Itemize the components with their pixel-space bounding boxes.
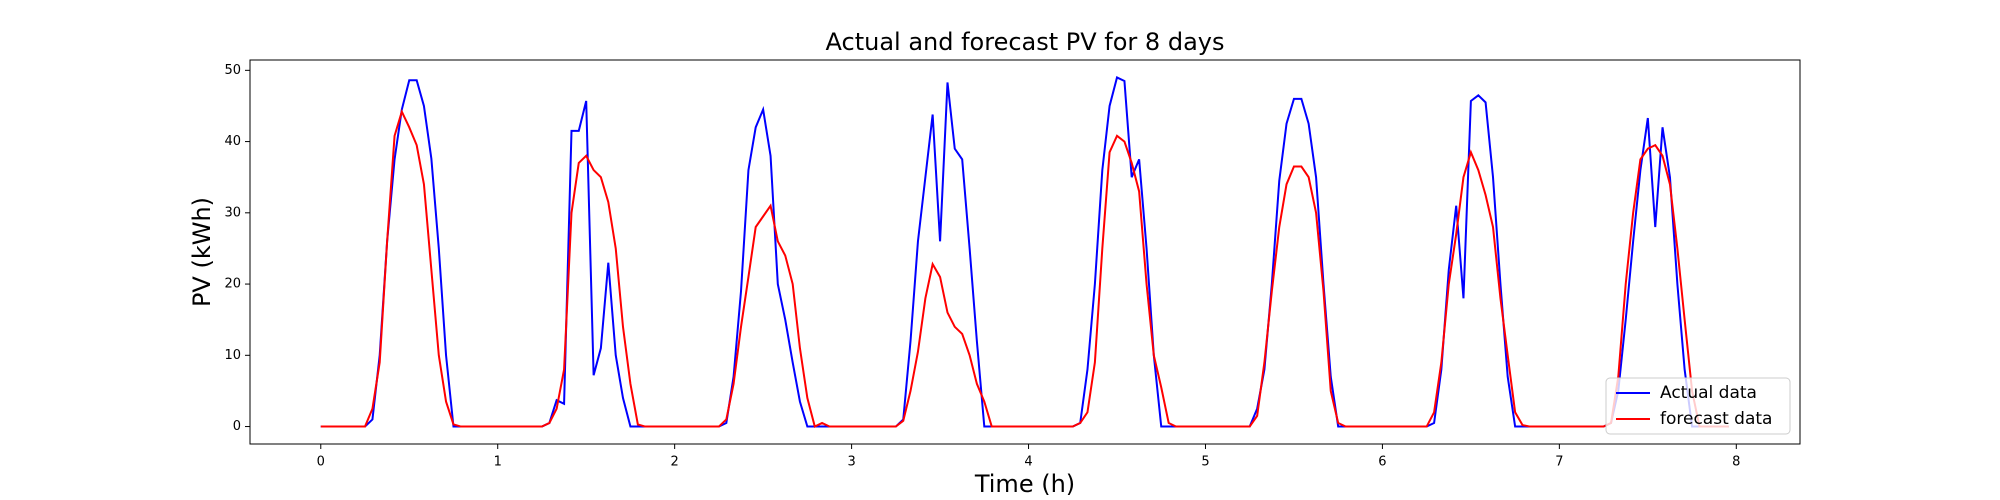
x-tick-label: 6	[1378, 455, 1386, 470]
x-tick-label: 5	[1201, 455, 1209, 470]
data-line	[320, 108, 1729, 428]
plot-area	[249, 59, 1801, 445]
y-axis-label: PV (kWh)	[188, 197, 216, 307]
y-tick-label: 30	[224, 205, 241, 220]
x-tick-label: 8	[1732, 455, 1740, 470]
x-tick-label: 3	[847, 455, 855, 470]
x-tick-label: 0	[317, 455, 325, 470]
y-tick-label: 10	[224, 348, 241, 363]
legend-label: Actual data	[1660, 383, 1757, 403]
y-tick-label: 20	[224, 277, 241, 292]
chart-title: Actual and forecast PV for 8 days	[826, 28, 1225, 56]
x-tick-label: 7	[1555, 455, 1563, 470]
y-tick-label: 40	[224, 134, 241, 149]
legend-box	[1605, 377, 1791, 435]
x-tick-label: 1	[494, 455, 502, 470]
x-tick-label: 2	[671, 455, 679, 470]
y-tick-label: 0	[233, 419, 241, 434]
legend-label: forecast data	[1660, 409, 1772, 429]
x-tick-label: 4	[1024, 455, 1032, 470]
y-tick-label: 50	[224, 63, 241, 78]
data-line	[320, 76, 1729, 428]
x-axis-label: Time (h)	[974, 470, 1075, 498]
